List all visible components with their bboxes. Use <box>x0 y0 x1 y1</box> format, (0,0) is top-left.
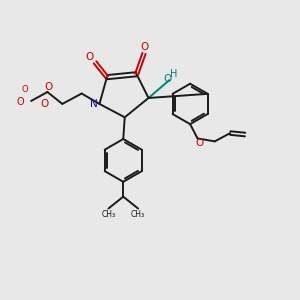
Text: N: N <box>90 99 98 109</box>
Text: O: O <box>164 74 172 84</box>
Text: O: O <box>21 85 28 94</box>
Text: O: O <box>85 52 94 62</box>
Text: CH₃: CH₃ <box>101 210 116 219</box>
Text: H: H <box>170 69 178 79</box>
Text: O: O <box>40 99 49 109</box>
Text: O: O <box>196 139 204 148</box>
Text: O: O <box>17 98 25 107</box>
Text: O: O <box>44 82 52 92</box>
Text: O: O <box>140 43 148 52</box>
Text: CH₃: CH₃ <box>131 210 145 219</box>
